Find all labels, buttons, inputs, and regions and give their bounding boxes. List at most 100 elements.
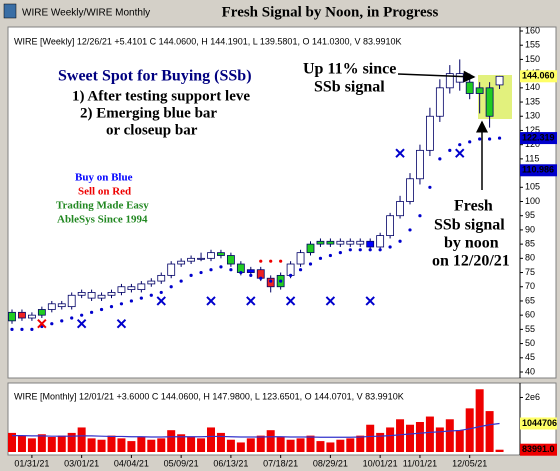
volume-bar: [406, 424, 414, 452]
support-dot: [358, 248, 362, 252]
candle-body: [445, 73, 454, 89]
signal-mark: [37, 318, 47, 329]
volume-ma: [12, 422, 500, 438]
candle-body: [226, 255, 235, 265]
y-tick-label: 75: [525, 267, 535, 277]
y-tick-label: 135: [525, 96, 540, 106]
volume-bar: [236, 442, 245, 452]
support-dot: [199, 270, 203, 275]
volume-header: WIRE [Monthly] 12/01/21 +3.6000 C 144.06…: [14, 391, 404, 401]
y-tick-label: 50: [525, 338, 535, 348]
support-dot: [139, 296, 143, 300]
candle-body: [246, 269, 255, 273]
candle-body: [316, 240, 325, 245]
volume-bar: [485, 411, 494, 452]
volume-bar: [127, 441, 136, 452]
candle-body: [416, 149, 424, 180]
candle-body: [386, 215, 395, 236]
support-dot: [90, 310, 94, 314]
support-dot: [497, 136, 502, 140]
candle-body: [396, 201, 404, 217]
candle-body: [406, 178, 414, 202]
support-dot: [478, 137, 482, 141]
candle-body: [167, 263, 176, 276]
support-dot: [388, 245, 392, 249]
volume-bar: [386, 427, 395, 452]
volume-bar: [27, 438, 36, 452]
candle-body: [177, 260, 186, 265]
candle-body: [465, 81, 474, 94]
y-tick-label: 105: [525, 182, 540, 192]
volume-bar: [37, 434, 46, 452]
y-tick-label: 45: [525, 352, 535, 362]
support-dot: [348, 248, 352, 252]
support-dot: [129, 299, 133, 303]
volume-bar: [445, 419, 454, 452]
support-dot: [468, 140, 472, 144]
volume-bar: [465, 408, 474, 452]
volume-bar: [226, 439, 235, 452]
resistance-dot: [259, 259, 263, 263]
volume-bar: [256, 435, 265, 452]
volume-bar: [8, 432, 16, 452]
support-dot: [408, 228, 412, 232]
candle-body: [27, 314, 36, 319]
support-dot: [30, 327, 34, 331]
price-panel: [7, 26, 557, 379]
support-dot: [10, 327, 14, 331]
volume-bar: [187, 437, 196, 452]
volume-bar: [246, 438, 255, 452]
support-dot: [458, 143, 462, 147]
annotation: 2) Emerging blue bar: [80, 105, 217, 121]
x-tick-label: 01/31/21: [14, 458, 49, 468]
volume-bar: [415, 422, 424, 452]
volume-bar: [425, 416, 434, 452]
candle-body: [137, 283, 146, 290]
volume-bar: [286, 439, 295, 452]
y-tick-label: 100: [525, 196, 540, 206]
support-dot: [149, 293, 153, 297]
volume-bar: [326, 442, 335, 452]
y-tick-label: 130: [525, 111, 540, 121]
volume-bar: [57, 435, 66, 452]
volume-bar: [137, 437, 146, 452]
volume-bar: [455, 430, 464, 452]
candle-body: [217, 252, 225, 256]
volume-bar: [216, 432, 225, 452]
candle-body: [207, 252, 215, 259]
x-tick-label: 08/29/21: [313, 458, 348, 468]
y-tick-label: 95: [525, 210, 535, 220]
candle-body: [376, 235, 385, 248]
value-callout: [520, 417, 557, 430]
signal-mark: [365, 296, 375, 306]
y-tick-label: 115: [525, 153, 539, 163]
x-tick-label: 04/04/21: [114, 458, 149, 468]
y-tick-label: 80: [525, 253, 535, 263]
signal-mark: [76, 318, 87, 329]
candle-body: [87, 292, 96, 299]
candle-body: [147, 280, 156, 285]
annotation: SSb signal: [434, 217, 505, 234]
volume-bar: [276, 437, 285, 452]
support-dot: [448, 148, 452, 152]
value-callout-label: 122.319: [522, 132, 555, 142]
candle-body: [197, 257, 205, 260]
signal-mark: [325, 296, 336, 306]
window-tab[interactable]: WIRE Weekly/WIRE Monthly: [22, 8, 150, 19]
annotation: or closeup bar: [106, 122, 198, 138]
y-tick-label: 55: [525, 324, 535, 334]
signal-mark: [206, 296, 216, 306]
volume-bar: [266, 430, 275, 452]
candle-body: [425, 115, 434, 151]
x-tick-label: 12/05/21: [452, 458, 487, 468]
candle-body: [326, 240, 335, 245]
y-tick-label: 40: [525, 366, 535, 376]
volume-bar: [296, 438, 305, 452]
resistance-dot: [269, 259, 273, 263]
support-dot: [209, 268, 213, 272]
y-tick-label: 160: [525, 25, 540, 35]
annotation: AbleSys Since 1994: [57, 214, 148, 226]
volume-bar: [316, 441, 325, 452]
volume-bar: [167, 430, 176, 452]
